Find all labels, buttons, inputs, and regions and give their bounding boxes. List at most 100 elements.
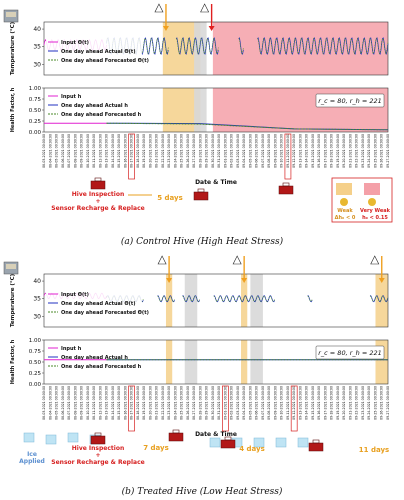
shaded-region-gray: [194, 22, 207, 75]
highlighted-date-box: [128, 133, 135, 180]
date-tick-label: 09-18-2021 00:00:00: [330, 134, 334, 168]
date-tick-label: 08-20-2021 00:00:00: [148, 134, 152, 168]
shaded-region-weak: [241, 340, 248, 384]
event-arrow-head: [208, 26, 215, 31]
days-label: 11 days: [359, 446, 389, 454]
date-tick-label: 09-11-2021 00:00:00: [286, 386, 290, 420]
date-tick-label: 08-29-2021 00:00:00: [205, 134, 209, 168]
very-weak-label: Very Weak: [360, 208, 391, 214]
rc-rh-box: [315, 345, 385, 360]
date-tick-label: 08-13-2021 00:00:00: [105, 386, 109, 420]
toolbox-handle: [312, 439, 320, 444]
weak-swatch: [336, 183, 352, 195]
temperature-series-line: [175, 37, 219, 55]
date-tick-label: 08-07-2021 00:00:00: [67, 134, 71, 168]
weak-label: Weak: [337, 208, 353, 214]
date-tick-label: 08-24-2021 00:00:00: [173, 134, 177, 168]
temperature-series-line: [257, 37, 389, 55]
health-ytick-label: 1.00: [29, 86, 42, 92]
bee-icon: [368, 198, 376, 206]
date-tick-label: 09-27-2021 00:00:00: [386, 134, 390, 168]
health-legend-label: Input h: [61, 94, 82, 100]
date-tick-label: 09-14-2021 00:00:00: [305, 134, 309, 168]
date-tick-label: 09-26-2021 00:00:00: [380, 386, 384, 420]
date-tick-label: 09-02-2021 00:00:00: [230, 134, 234, 168]
ice-cube-icon: [253, 437, 265, 448]
date-tick-label: 08-06-2021 00:00:00: [61, 386, 65, 420]
temperature-series-line: [175, 37, 219, 55]
temperature-ytick-label: 30: [33, 61, 41, 68]
warning-icon: [370, 255, 380, 265]
date-time-xlabel: Date & Time: [195, 431, 237, 438]
health-legend-label: One day ahead Actual h: [61, 355, 128, 361]
days-label: 7 days: [143, 444, 169, 452]
toolbox-icon: [90, 435, 106, 445]
temperature-axes: [43, 21, 389, 76]
date-time-xlabel: Date & Time: [195, 179, 237, 186]
health-series-line: [106, 122, 389, 131]
date-tick-label: 08-27-2021 00:00:00: [192, 134, 196, 168]
toolbox-handle: [172, 429, 180, 434]
date-tick-label: 08-29-2021 00:00:00: [205, 386, 209, 420]
event-arrow-head: [166, 278, 173, 283]
date-tick-label: 09-10-2021 00:00:00: [280, 386, 284, 420]
ice-applied-label: Ice: [27, 451, 37, 458]
health-ytick-label: 0.50: [29, 108, 42, 114]
date-tick-label: 09-22-2021 00:00:00: [355, 134, 359, 168]
shaded-region-gray: [194, 88, 207, 132]
temperature-legend-label: One day ahead Actual Θ(t): [61, 49, 136, 55]
event-arrow-head: [241, 278, 248, 283]
date-tick-label: 08-12-2021 00:00:00: [98, 134, 102, 168]
shaded-region-gray: [250, 340, 263, 384]
date-tick-label: 09-06-2021 00:00:00: [255, 134, 259, 168]
date-tick-label: 08-23-2021 00:00:00: [167, 134, 171, 168]
date-tick-label: 09-14-2021 00:00:00: [305, 386, 309, 420]
temperature-ytick-label: 40: [33, 26, 41, 33]
date-tick-label: 09-11-2021 00:00:00: [286, 134, 290, 168]
date-tick-label: 09-22-2021 00:00:00: [355, 386, 359, 420]
date-tick-label: 09-04-2021 00:00:00: [242, 134, 246, 168]
event-arrow-head: [378, 278, 385, 283]
date-tick-label: 08-17-2021 00:00:00: [130, 134, 134, 168]
shaded-region-weak: [165, 340, 173, 384]
health-legend-label: One day ahead Actual h: [61, 103, 128, 109]
ice-cube-icon: [275, 437, 287, 448]
date-tick-label: 08-08-2021 00:00:00: [73, 134, 77, 168]
temperature-series-line: [369, 295, 389, 302]
shaded-region-very-weak: [212, 22, 388, 75]
date-tick-label: 09-21-2021 00:00:00: [348, 134, 352, 168]
hive-inspection-label: Sensor Recharge & Replace: [51, 205, 144, 212]
date-tick-label: 09-18-2021 00:00:00: [330, 386, 334, 420]
date-tick-label: 09-24-2021 00:00:00: [367, 134, 371, 168]
date-tick-label: 08-22-2021 00:00:00: [161, 386, 165, 420]
toolbox-icon: [278, 185, 294, 195]
toolbox-handle: [94, 177, 102, 182]
date-tick-label: 08-15-2021 00:00:00: [117, 134, 121, 168]
toolbox-icon: [90, 180, 106, 190]
date-tick-label: 08-19-2021 00:00:00: [142, 386, 146, 420]
temperature-legend-label: Input Θ(t): [61, 40, 89, 46]
date-tick-label: 09-01-2021 00:00:00: [223, 134, 227, 168]
date-tick-label: 08-08-2021 00:00:00: [73, 386, 77, 420]
shaded-region-weak: [241, 274, 248, 327]
temperature-ylabel: Temperature (°C): [10, 273, 16, 327]
shaded-region-gray: [250, 274, 263, 327]
temperature-series-line: [238, 38, 244, 55]
toolbox-handle: [282, 182, 290, 187]
date-tick-label: 08-27-2021 00:00:00: [192, 386, 196, 420]
date-tick-label: 09-27-2021 00:00:00: [386, 386, 390, 420]
date-tick-label: 08-03-2021 00:00:00: [42, 386, 46, 420]
toolbox-icon: [193, 191, 209, 201]
ice-cube-icon: [23, 432, 35, 443]
date-tick-label: 08-03-2021 00:00:00: [42, 134, 46, 168]
days-label: 4 days: [239, 445, 265, 453]
date-tick-label: 08-09-2021 00:00:00: [80, 134, 84, 168]
temperature-legend-label: One day ahead Forecasted Θ(t): [61, 58, 149, 64]
health-ytick-label: 0.00: [29, 382, 42, 388]
date-tick-label: 08-28-2021 00:00:00: [198, 386, 202, 420]
highlighted-date-box: [128, 385, 135, 432]
date-tick-label: 09-17-2021 00:00:00: [323, 386, 327, 420]
health-legend-label: Input h: [61, 346, 82, 352]
warning-icon: [154, 3, 164, 13]
temperature-legend-label: One day ahead Forecasted Θ(t): [61, 310, 149, 316]
